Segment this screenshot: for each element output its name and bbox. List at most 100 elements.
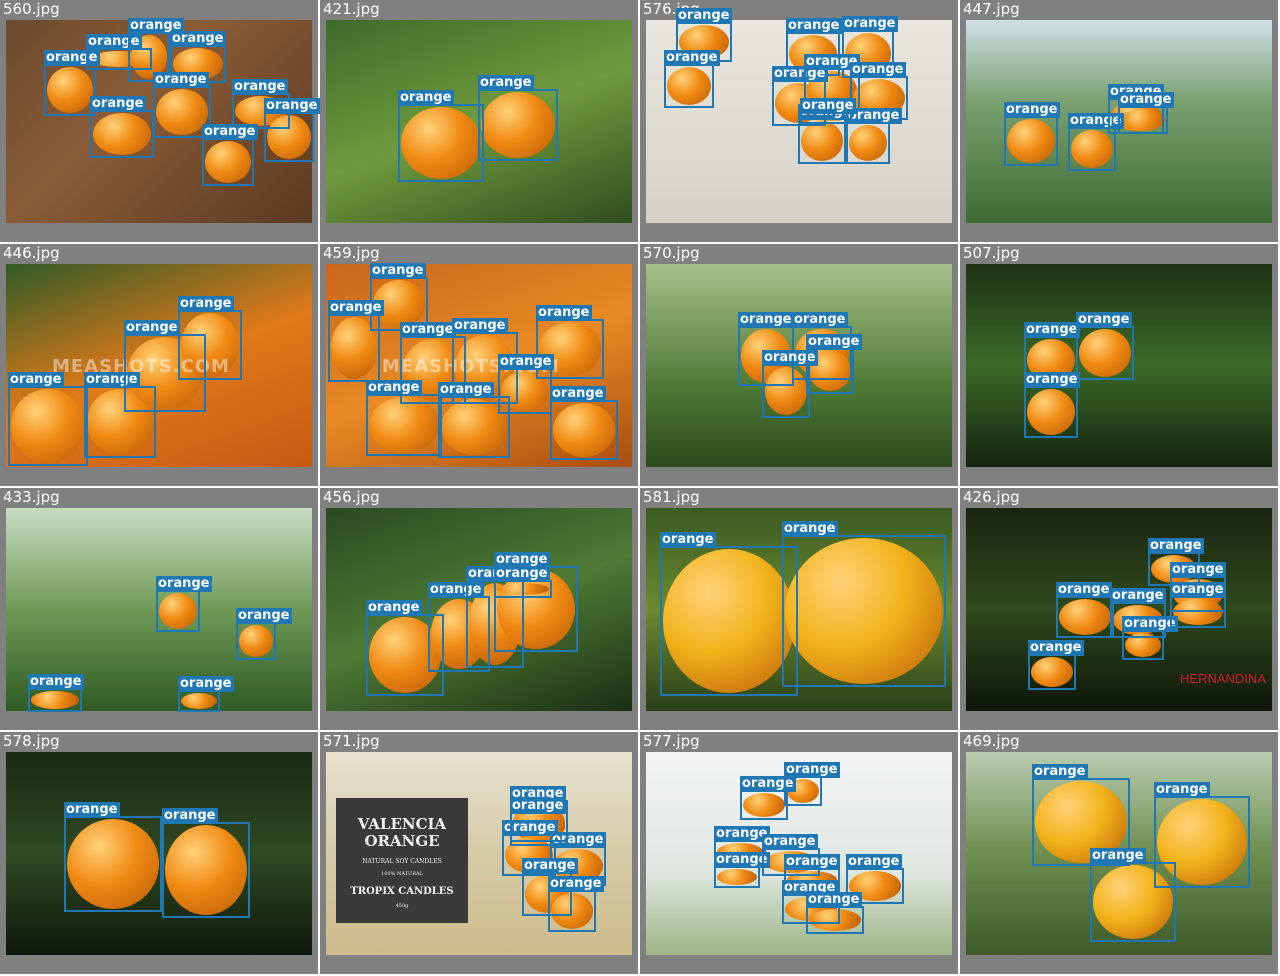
detection-label: orange	[8, 372, 64, 388]
detection-box: orange	[44, 50, 100, 116]
orange-fruit	[1079, 329, 1131, 377]
image-tile: 426.jpg HERNANDINA	[960, 488, 1278, 730]
file-name: 426.jpg	[963, 488, 1020, 506]
tile-photo	[6, 752, 312, 955]
image-tile: 571.jpg VALENCIA ORANGE NATURAL SOY CANDLE…	[320, 732, 638, 974]
detection-box: orange	[1056, 582, 1114, 638]
detection-label: orange	[800, 98, 856, 114]
image-tile: 507.jpg	[960, 244, 1278, 486]
orange-fruit	[441, 399, 507, 455]
file-name: 560.jpg	[3, 0, 60, 18]
file-name: 459.jpg	[323, 244, 380, 262]
orange-fruit	[553, 403, 615, 457]
detection-box: orange	[1024, 372, 1080, 438]
detection-box: orange	[1110, 588, 1166, 638]
orange-fruit	[67, 819, 159, 909]
detection-label: orange	[714, 852, 770, 868]
detection-label: orange	[264, 98, 320, 114]
orange-fruit	[481, 92, 555, 158]
detection-box: orange	[400, 322, 466, 404]
file-name: 469.jpg	[963, 732, 1020, 750]
orange-fruit	[401, 107, 481, 179]
detection-label: orange	[782, 521, 838, 537]
orange-fruit	[667, 67, 711, 105]
detection-box: orange	[1118, 92, 1174, 134]
detection-box: orange	[800, 98, 856, 124]
detection-label: orange	[28, 674, 84, 690]
detection-label: orange	[398, 90, 454, 106]
detection-label: orange	[64, 802, 120, 818]
detection-label: orange	[366, 600, 422, 616]
orange-fruit	[1059, 599, 1111, 635]
orange-fruit	[181, 693, 217, 709]
detection-label: orange	[510, 798, 566, 814]
detection-label: orange	[1024, 372, 1080, 388]
detection-box: orange	[762, 350, 818, 418]
file-name: 421.jpg	[323, 0, 380, 18]
orange-fruit	[47, 67, 93, 113]
detection-box: orange	[478, 75, 558, 161]
image-tile: 578.jpg	[0, 732, 318, 974]
detection-label: orange	[846, 108, 902, 124]
detection-label: orange	[740, 776, 796, 792]
detection-label: orange	[1154, 782, 1210, 798]
file-name: 446.jpg	[3, 244, 60, 262]
detection-box: orange	[162, 808, 250, 918]
orange-fruit	[156, 89, 208, 135]
orange-fruit	[181, 313, 239, 377]
t571-weight: 450g	[395, 903, 409, 909]
detection-box: orange	[128, 18, 184, 82]
detection-box: orange	[740, 776, 796, 820]
detection-label: orange	[850, 62, 906, 78]
detection-box: orange	[1076, 312, 1134, 380]
detection-box: orange	[676, 8, 732, 62]
detection-label: orange	[550, 386, 606, 402]
detection-box: orange	[153, 72, 211, 138]
detection-box: orange	[178, 676, 234, 712]
detection-box: orange	[398, 90, 484, 182]
detection-label: orange	[90, 96, 146, 112]
detection-box: orange	[1090, 848, 1176, 942]
detection-box: orange	[782, 521, 946, 687]
detection-box: orange	[660, 532, 798, 696]
detection-box: orange	[1004, 102, 1060, 166]
detection-label: orange	[804, 54, 860, 70]
detection-label: orange	[400, 322, 456, 338]
file-name: 433.jpg	[3, 488, 60, 506]
orange-fruit	[1121, 109, 1165, 131]
detection-box: orange	[804, 54, 860, 112]
detection-box: orange	[28, 674, 84, 712]
detection-box: orange	[1154, 782, 1250, 888]
detection-label: orange	[714, 826, 770, 842]
t571-brand: TROPIX CANDLES	[350, 886, 454, 897]
detection-label: orange	[842, 16, 898, 32]
detection-label: orange	[784, 854, 840, 870]
detection-label: orange	[232, 79, 288, 95]
file-name: 507.jpg	[963, 244, 1020, 262]
orange-fruit	[31, 691, 79, 709]
detection-box: orange	[494, 552, 578, 652]
detection-label: orange	[438, 382, 494, 398]
orange-fruit	[1007, 119, 1055, 163]
detection-box: orange	[328, 300, 384, 382]
detection-label: orange	[328, 300, 384, 316]
t571-title: VALENCIA ORANGE	[357, 815, 447, 850]
detection-box: orange	[548, 876, 604, 932]
file-name: 447.jpg	[963, 0, 1020, 18]
orange-fruit	[1173, 599, 1223, 625]
detection-box: orange	[798, 104, 854, 164]
detection-box: orange	[64, 802, 162, 912]
detection-box: orange	[550, 386, 618, 460]
detection-label: orange	[202, 124, 258, 140]
detection-box: orange	[806, 892, 864, 934]
detection-box: orange	[86, 34, 152, 70]
detection-label: orange	[846, 854, 902, 870]
detection-label: orange	[1148, 538, 1204, 554]
detection-label: orange	[664, 50, 720, 66]
detection-label: orange	[660, 532, 716, 548]
detection-label: orange	[128, 18, 184, 34]
detection-label: orange	[162, 808, 218, 824]
orange-fruit	[239, 625, 273, 657]
orange-fruit	[717, 869, 757, 885]
detection-label: orange	[44, 50, 100, 66]
